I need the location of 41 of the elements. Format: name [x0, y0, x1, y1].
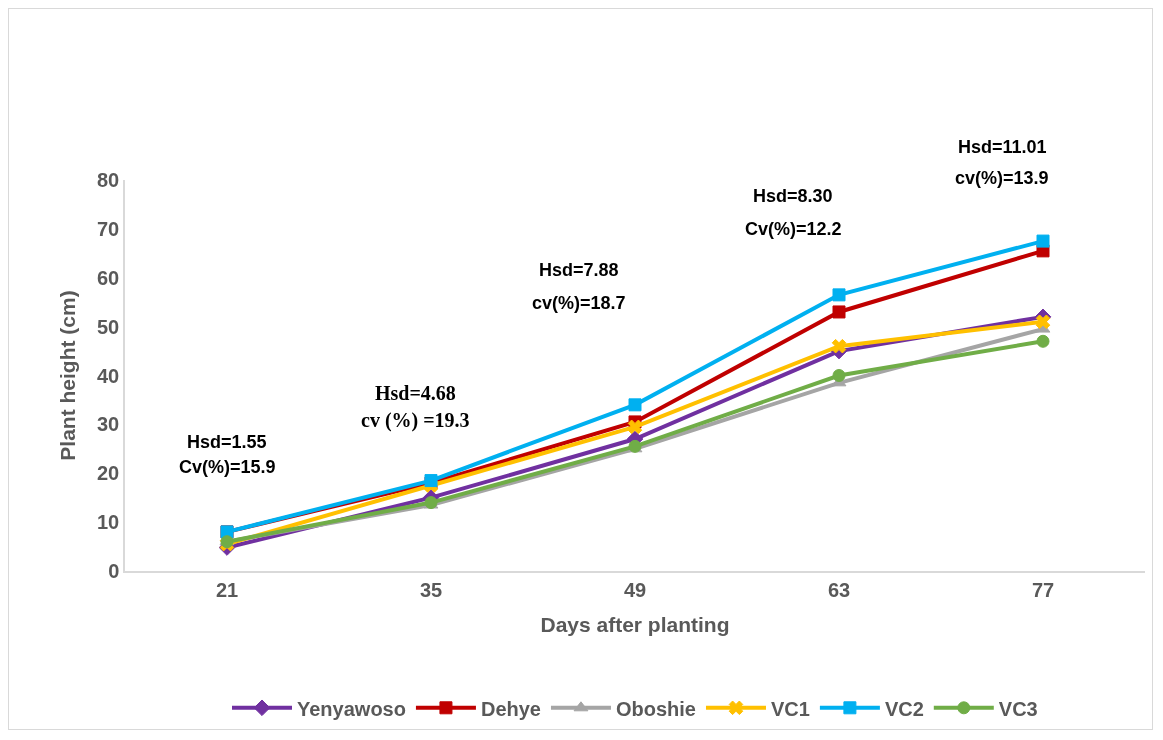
point [628, 398, 642, 412]
x-axis-title: Days after planting [540, 613, 730, 637]
annotation: Hsd=7.88 [539, 260, 619, 280]
y-tick-label: 40 [97, 364, 120, 387]
y-tick-label: 50 [97, 315, 120, 338]
annotation: Hsd=1.55 [187, 432, 267, 452]
annotation: cv(%)=18.7 [532, 293, 626, 313]
legend-label: VC1 [770, 697, 810, 720]
point [1035, 314, 1051, 330]
annotation: Cv(%)=12.2 [745, 219, 842, 239]
point [1036, 234, 1050, 248]
x-tick-label: 63 [827, 578, 851, 601]
y-tick-label: 10 [97, 511, 120, 534]
point [832, 305, 846, 319]
legend-label: VC2 [884, 697, 924, 720]
x-tick-label: 49 [623, 578, 647, 601]
point [832, 288, 846, 302]
point [832, 369, 846, 382]
y-tick-label: 20 [97, 462, 120, 485]
point [831, 338, 847, 354]
y-tick-label: 60 [97, 266, 120, 289]
annotation: Hsd=4.68 [375, 382, 456, 404]
y-tick-label: 80 [97, 169, 120, 191]
annotation: Hsd=8.30 [753, 186, 833, 206]
y-axis-title: Plant height (cm) [55, 290, 79, 461]
x-tick-label: 77 [1031, 578, 1055, 601]
legend-label: VC3 [998, 697, 1038, 720]
x-tick-label: 35 [419, 578, 443, 601]
y-tick-label: 70 [97, 217, 120, 240]
annotation: cv(%)=13.9 [955, 168, 1049, 188]
text: Hsd=11.01 [958, 137, 1047, 157]
point [627, 419, 643, 435]
annotation: Cv(%)=15.9 [179, 457, 276, 477]
legend-label: Oboshie [615, 697, 696, 720]
x-tick-label: 21 [215, 578, 239, 601]
legend-label: Yenyawoso [297, 697, 406, 720]
y-tick-label: 30 [97, 413, 120, 436]
point [1036, 334, 1050, 348]
annotation: cv (%) =19.3 [361, 409, 470, 432]
y-tick-label: 0 [108, 560, 120, 582]
legend-label: Dehye [480, 697, 541, 720]
